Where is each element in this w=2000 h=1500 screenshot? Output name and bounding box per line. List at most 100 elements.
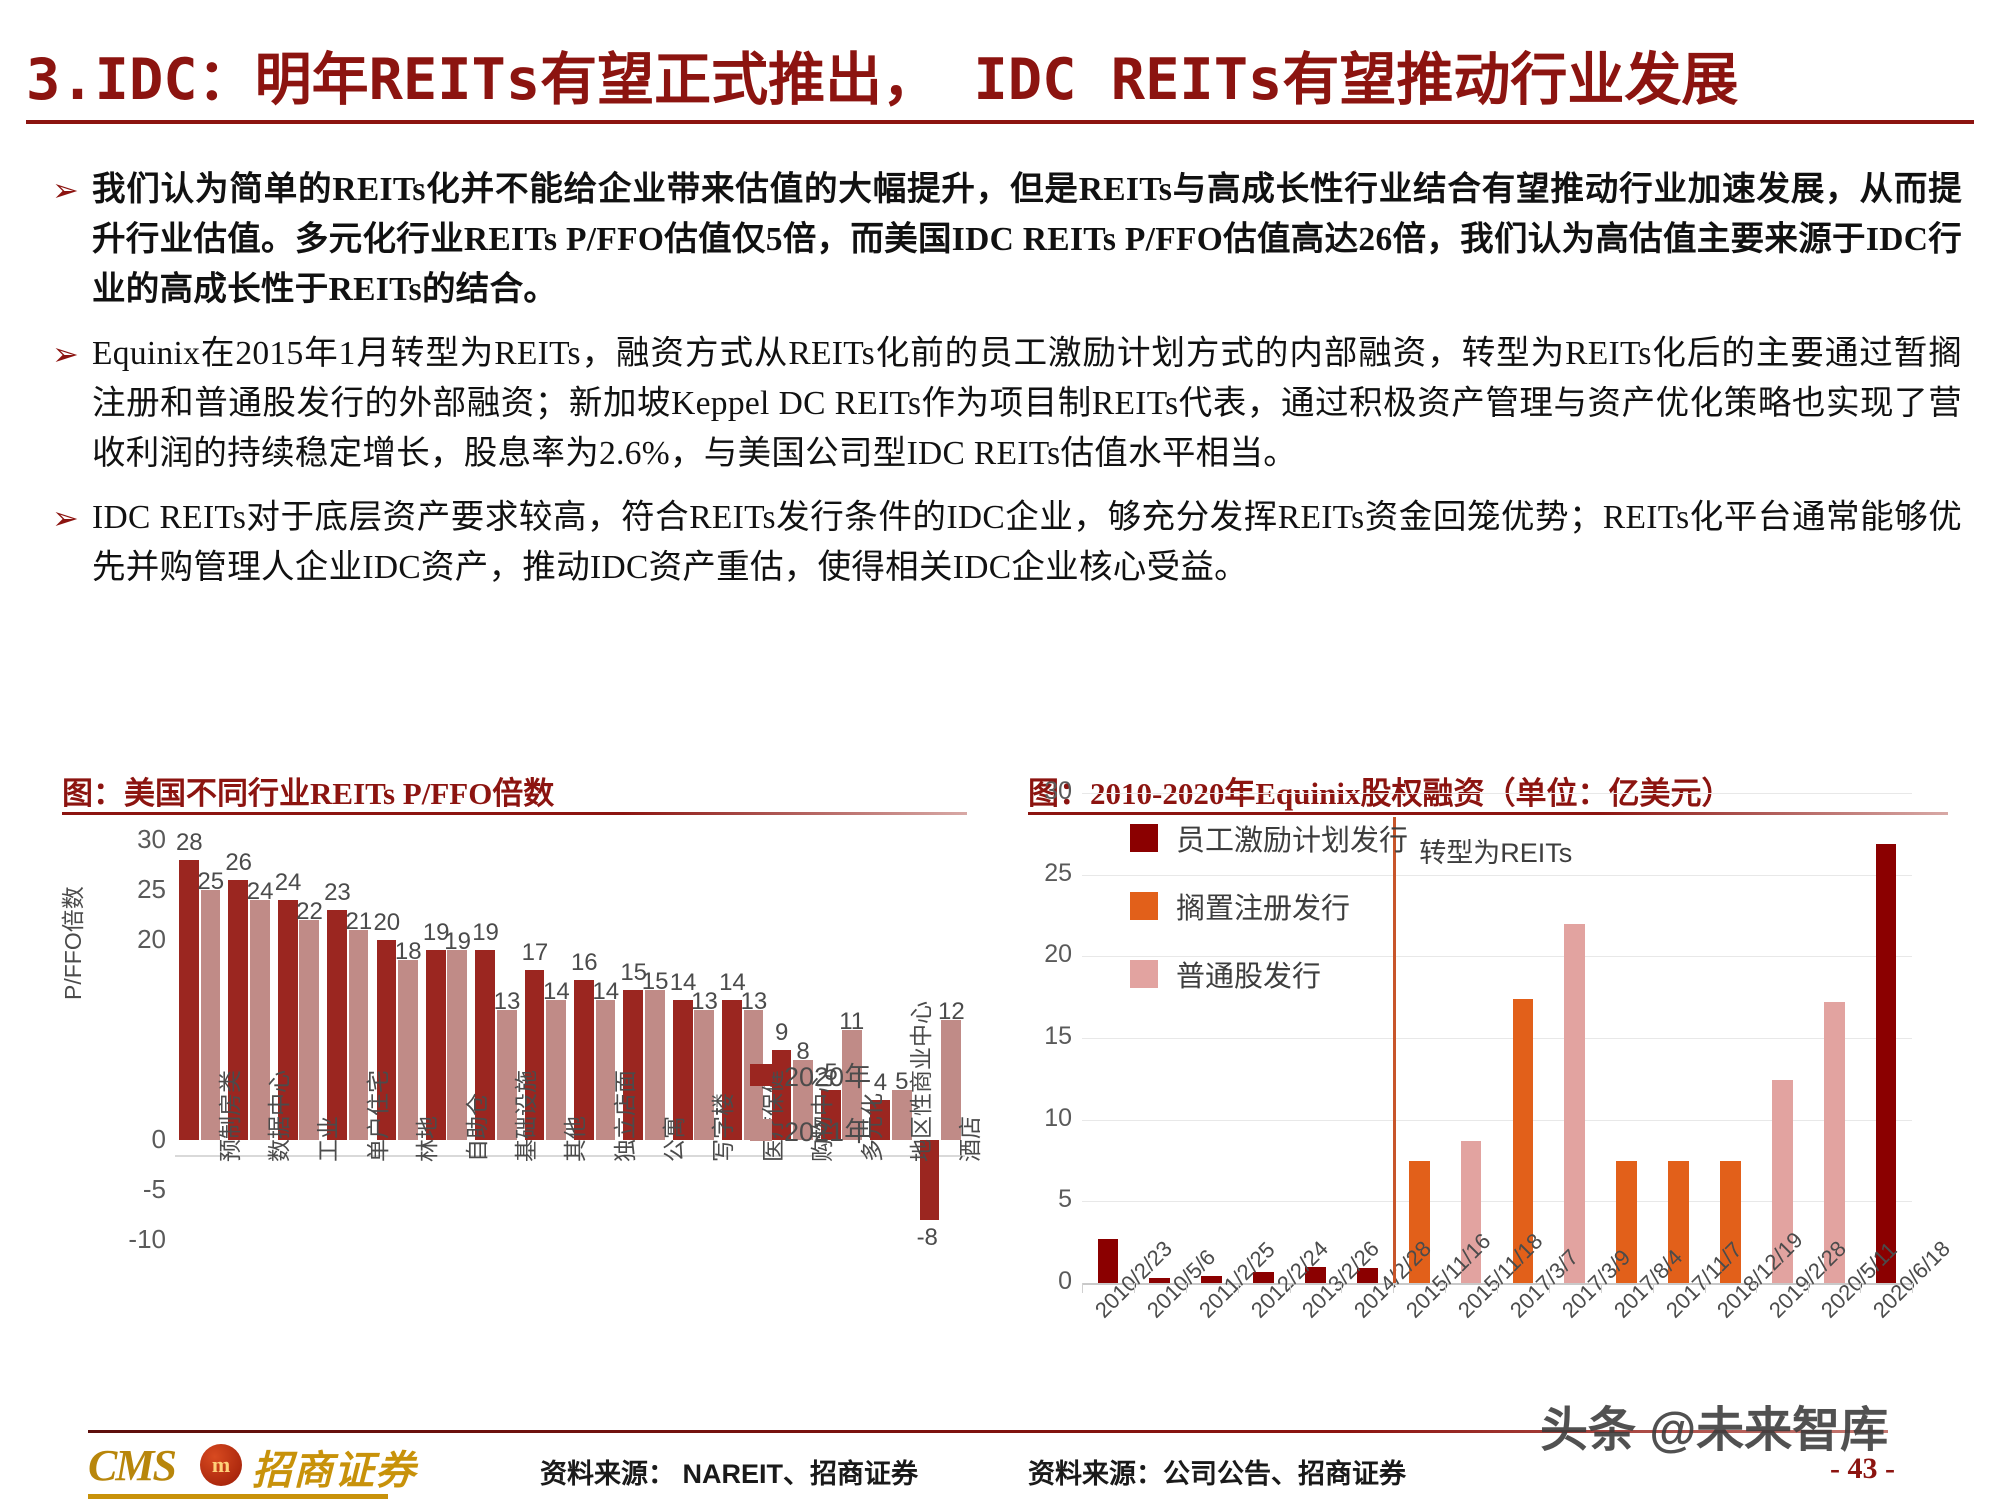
bar xyxy=(771,1050,792,1140)
cms-logo-badge-icon: m xyxy=(200,1444,242,1486)
title-block: 3.IDC：明年REITs有望正式推出， IDC REITs有望推动行业发展 xyxy=(0,47,2000,124)
bar xyxy=(1616,1160,1638,1283)
bar xyxy=(1720,1160,1741,1283)
category-label: 地区性商业中心 xyxy=(907,1001,934,1162)
bar xyxy=(1253,1271,1274,1283)
bar xyxy=(546,1000,566,1140)
bar xyxy=(447,950,468,1140)
bar xyxy=(722,1000,742,1140)
legend-item: 搁置注册发行 xyxy=(1130,885,1408,927)
bar-value-label: 21 xyxy=(345,908,373,935)
bar xyxy=(475,950,496,1140)
gridline xyxy=(1082,874,1912,876)
bar-value-label: 11 xyxy=(839,1008,865,1035)
bar xyxy=(793,1060,813,1140)
bar xyxy=(1201,1276,1223,1283)
bar xyxy=(1823,1002,1845,1283)
bar-value-label: 25 xyxy=(197,868,225,895)
bullet-marker-icon: ➢ xyxy=(52,499,79,537)
bar xyxy=(1305,1266,1326,1283)
category-label: 工业 xyxy=(315,1116,342,1162)
bullet-marker-icon: ➢ xyxy=(52,171,79,209)
legend-item: 2021年 xyxy=(750,1110,871,1149)
gridline xyxy=(1082,956,1912,958)
bar xyxy=(1512,998,1534,1283)
bar xyxy=(919,1140,940,1220)
bar xyxy=(524,970,545,1140)
caption-divider-right xyxy=(1028,812,1948,815)
bullet-item: ➢ IDC REITs对于底层资产要求较高，符合REITs发行条件的IDC企业，… xyxy=(52,493,1962,593)
bar xyxy=(299,920,320,1140)
gridline xyxy=(1082,1119,1912,1121)
bar-value-label: 14 xyxy=(719,969,746,996)
bar-value-label: 18 xyxy=(394,938,422,965)
cms-logo-text: CMS xyxy=(88,1441,177,1490)
bar xyxy=(1097,1238,1119,1283)
legend-swatch-icon xyxy=(1130,960,1158,988)
bar xyxy=(376,940,397,1140)
legend-swatch-icon xyxy=(1130,892,1158,920)
legend-swatch-icon xyxy=(750,1063,772,1086)
chart-reits-pffo: P/FFO倍数 30 25 20 0 -5 -10 28 25 26 24 24 22 23 21 20 1… xyxy=(60,824,983,1400)
reits-transition-label: 转型为REITs xyxy=(1419,838,1573,868)
bar-value-label: 22 xyxy=(296,898,323,925)
title-divider xyxy=(26,119,1974,124)
bar xyxy=(694,1010,715,1140)
bar xyxy=(1771,1080,1793,1283)
category-label: 预制房类 xyxy=(216,1070,243,1162)
page-title: 3.IDC：明年REITs有望正式推出， IDC REITs有望推动行业发展 xyxy=(26,47,1739,113)
reits-transition-marker xyxy=(1393,817,1397,1283)
bar-value-label: 9 xyxy=(774,1019,789,1046)
y-tick-label: 20 xyxy=(137,924,166,954)
bullet-list: ➢ 我们认为简单的REITs化并不能给企业带来估值的大幅提升，但是REITs与高… xyxy=(52,165,1962,607)
gridline xyxy=(1082,1038,1912,1039)
chart-caption-left: 图：美国不同行业REITs P/FFO倍数 xyxy=(62,776,555,811)
legend-right: 员工激励计划发行 搁置注册发行 普通股发行 xyxy=(1130,817,1408,1021)
category-label: 独立店面 xyxy=(611,1070,638,1162)
bullet-marker-icon: ➢ xyxy=(52,335,79,373)
bar xyxy=(496,1010,517,1140)
bar-value-label: 5 xyxy=(895,1068,909,1095)
y-tick-label: -10 xyxy=(128,1224,166,1254)
bar xyxy=(574,980,594,1140)
bullet-text: IDC REITs对于底层资产要求较高，符合REITs发行条件的IDC企业，够充… xyxy=(92,499,1962,586)
bar xyxy=(842,1030,863,1140)
y-tick-label: 30 xyxy=(1044,777,1072,805)
y-tick-label: 15 xyxy=(1044,1022,1072,1050)
bar-value-label: 12 xyxy=(938,998,965,1025)
bar-value-label: 15 xyxy=(620,959,648,986)
caption-divider-left xyxy=(62,812,967,815)
legend-swatch-icon xyxy=(750,1118,772,1141)
y-tick-label: 0 xyxy=(151,1124,166,1154)
category-label: 数据中心 xyxy=(266,1070,293,1162)
bar-value-label: 8 xyxy=(796,1038,810,1065)
bar xyxy=(644,990,665,1140)
bar xyxy=(1356,1268,1378,1283)
bar xyxy=(179,860,199,1140)
x-tick-mark xyxy=(1497,1283,1498,1293)
bar-value-label: 16 xyxy=(570,949,598,976)
category-label: 林地 xyxy=(414,1116,441,1162)
bar-value-label: 26 xyxy=(225,849,253,876)
bar xyxy=(200,890,221,1140)
bullet-item: ➢ Equinix在2015年1月转型为REITs，融资方式从REITs化前的员… xyxy=(52,329,1962,479)
bullet-text: Equinix在2015年1月转型为REITs，融资方式从REITs化前的员工激… xyxy=(92,335,1962,472)
zero-baseline-left xyxy=(175,1155,965,1157)
y-tick-label: 25 xyxy=(1044,858,1072,887)
legend-item: 普通股发行 xyxy=(1130,953,1408,995)
x-tick-mark xyxy=(1341,1283,1343,1293)
bar xyxy=(398,960,418,1140)
x-tick-mark xyxy=(1393,1283,1395,1293)
bar-value-label: 13 xyxy=(493,988,521,1015)
bar xyxy=(1564,923,1586,1283)
x-tick-mark xyxy=(1600,1283,1602,1293)
bullet-item: ➢ 我们认为简单的REITs化并不能给企业带来估值的大幅提升，但是REITs与高… xyxy=(52,165,1962,315)
bar-value-label: -8 xyxy=(916,1224,938,1251)
bar-value-label: 24 xyxy=(274,869,302,896)
y-tick-label: 5 xyxy=(1058,1185,1072,1214)
bar xyxy=(891,1090,912,1140)
y-axis-title-left: P/FFO倍数 xyxy=(60,886,86,1000)
bar-value-label: 20 xyxy=(373,909,401,936)
category-label: 写字楼 xyxy=(710,1093,737,1162)
